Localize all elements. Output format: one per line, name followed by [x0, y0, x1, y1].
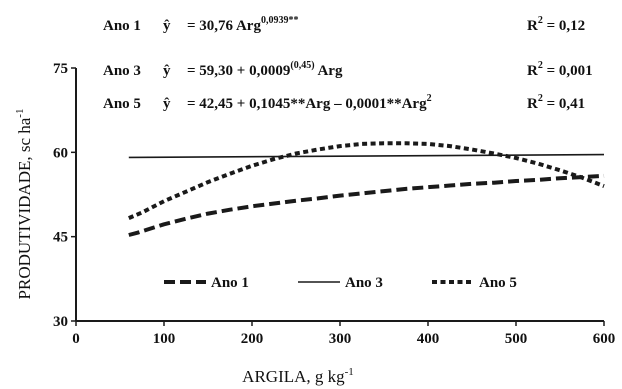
r2-sup: 2: [538, 60, 543, 71]
x-axis-label-text: ARGILA, g kg: [242, 367, 345, 386]
y-tick-label: 30: [53, 314, 68, 330]
chart-legend: Ano 1 Ano 3 Ano 5: [164, 275, 517, 291]
equation-yhat: ŷ: [163, 18, 171, 34]
y-tick-label: 45: [53, 230, 68, 246]
equation-label: Ano 1: [103, 18, 141, 34]
r2-label: R: [527, 96, 538, 112]
y-axis-label: PRODUTIVIDADE, sc ha-1: [14, 109, 34, 300]
equation-body: = 30,76 Arg: [187, 18, 261, 34]
r2-label: R: [527, 18, 538, 34]
equation-r2: R2 = 0,41: [527, 93, 585, 112]
equation-tail: Arg: [315, 63, 343, 79]
r2-sup: 2: [538, 93, 543, 104]
equation-r2: R2 = 0,001: [527, 60, 593, 79]
equation-label: Ano 3: [103, 63, 141, 79]
x-tick-label: 300: [329, 331, 352, 347]
series-line-ano-5: [128, 141, 605, 220]
y-tick-label: 75: [53, 61, 68, 77]
equation-yhat: ŷ: [163, 96, 171, 112]
r2-value: = 0,41: [543, 96, 585, 112]
x-tick-label: 0: [72, 331, 80, 347]
equation-r2: R2 = 0,12: [527, 15, 585, 34]
series-line-ano-3: [128, 153, 605, 159]
equation-yhat: ŷ: [163, 63, 171, 79]
legend-label: Ano 3: [345, 275, 383, 291]
r2-value: = 0,12: [543, 18, 585, 34]
chart-series: [128, 141, 605, 237]
legend-label: Ano 5: [479, 275, 517, 291]
equation-label: Ano 5: [103, 96, 141, 112]
x-tick-label: 100: [153, 331, 176, 347]
x-tick-label: 200: [241, 331, 264, 347]
x-axis-label: ARGILA, g kg-1: [242, 366, 354, 386]
x-axis-label-sup: -1: [345, 366, 354, 378]
equation-body: = 59,30 + 0,0009: [187, 63, 290, 79]
r2-label: R: [527, 63, 538, 79]
equation-text: = 42,45 + 0,1045**Arg – 0,0001**Arg2: [187, 93, 432, 112]
equation-sup: 2: [427, 93, 432, 104]
equation-sup: (0,45): [290, 60, 314, 71]
y-axis-label-sup: -1: [14, 109, 26, 118]
y-axis-label-text: PRODUTIVIDADE, sc ha: [15, 117, 34, 299]
r2-sup: 2: [538, 15, 543, 26]
equation-sup: 0,0939**: [261, 15, 299, 26]
r2-value: = 0,001: [543, 63, 593, 79]
x-tick-label: 600: [593, 331, 616, 347]
y-tick-label: 60: [53, 145, 68, 161]
x-tick-label: 400: [417, 331, 440, 347]
equation-text: = 30,76 Arg0,0939**: [187, 15, 298, 34]
legend-label: Ano 1: [211, 275, 249, 291]
equation-body: = 42,45 + 0,1045**Arg – 0,0001**Arg: [187, 96, 427, 112]
equation-text: = 59,30 + 0,0009(0,45) Arg: [187, 60, 343, 79]
x-tick-label: 500: [505, 331, 528, 347]
series-line-ano-1: [128, 173, 605, 237]
